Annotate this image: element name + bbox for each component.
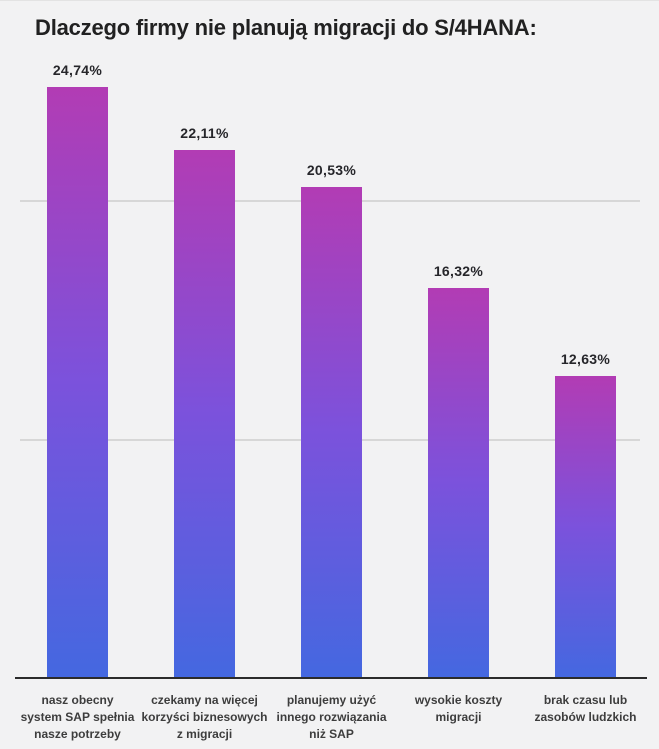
bar-slot: 24,74% (14, 62, 141, 678)
bar (47, 87, 108, 678)
category-label: planujemy użyć innego rozwiązania niż SAP (276, 693, 387, 741)
bars-layer: 24,74% 22,11% 20,53% 16,32% 12,63% (14, 1, 649, 678)
category-label: czekamy na więcej korzyści biznesowych z m… (141, 693, 268, 741)
bar-slot: 12,63% (522, 351, 649, 678)
bar-slot: 22,11% (141, 125, 268, 678)
bar-value-label: 16,32% (433, 263, 484, 279)
bar (555, 376, 616, 678)
bar-slot: 16,32% (395, 263, 522, 678)
chart-title: Dlaczego firmy nie planują migracji do S… (35, 15, 537, 40)
category-label: brak czasu lub zasobów ludzkich (534, 693, 637, 724)
x-axis-line (15, 677, 647, 679)
bar-value-label: 22,11% (180, 125, 229, 141)
bar-value-label: 12,63% (560, 351, 611, 367)
x-axis-labels: nasz obecny system SAP spełnia nasze potrz… (14, 692, 649, 743)
category-label: nasz obecny system SAP spełnia nasze potrz… (20, 693, 135, 741)
category-label: wysokie koszty migracji (414, 693, 503, 724)
bar (428, 288, 489, 678)
bar-value-label: 20,53% (306, 162, 357, 178)
bar (301, 187, 362, 678)
bar-value-label: 24,74% (52, 62, 103, 78)
bar (174, 150, 235, 678)
bar-slot: 20,53% (268, 162, 395, 678)
